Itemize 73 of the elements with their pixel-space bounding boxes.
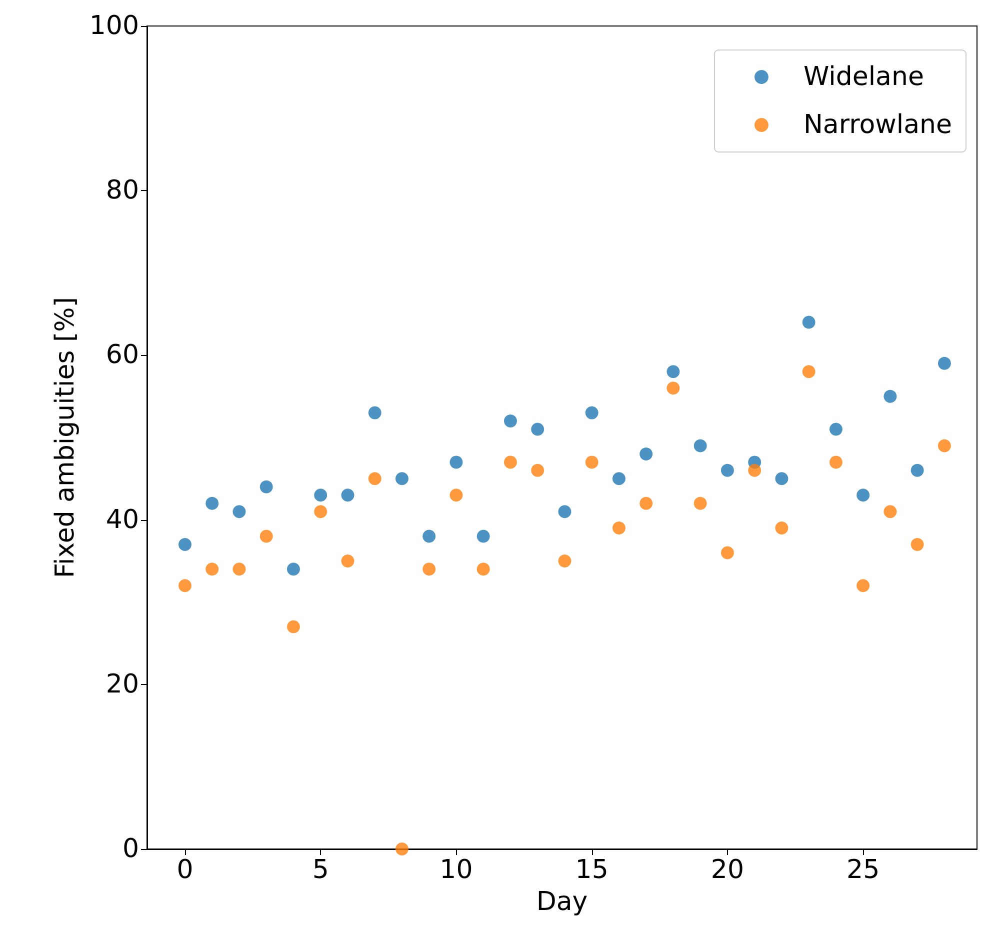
y-axis-title: Fixed ambiguities [%] [50,296,80,578]
point [884,505,897,518]
point [910,538,924,551]
point [884,390,897,403]
point [341,554,354,568]
x-tick-label: 20 [710,855,744,885]
y-tick-label: 20 [106,669,139,700]
point [476,530,490,543]
x-axis-title: Day [536,887,588,917]
point [314,488,328,502]
point [802,365,816,378]
x-tick-label: 25 [846,855,880,885]
point [422,530,436,543]
point [775,472,788,486]
y-tick-label: 80 [106,176,139,206]
x-tick-label: 0 [176,855,194,885]
point [585,456,598,469]
point [368,472,382,486]
point [802,316,816,329]
x-tick-label: 5 [312,855,329,885]
point [260,480,273,494]
point [748,464,762,477]
y-tick-label: 0 [122,834,139,864]
point [666,365,680,378]
point [232,505,246,518]
point [206,562,219,576]
point [694,439,707,452]
point [504,414,517,428]
point [260,530,273,543]
point [341,488,354,502]
point [368,406,382,420]
point [286,620,300,634]
point [178,579,192,592]
point [775,522,788,535]
point [856,579,870,592]
point [531,464,544,477]
point [856,488,870,502]
point [666,382,680,395]
point [178,538,192,551]
x-tick-label: 10 [440,855,473,885]
point [395,842,408,856]
point [720,464,734,477]
x-tick-label: 15 [575,855,608,885]
y-tick-label: 100 [89,11,139,41]
point [910,464,924,477]
point [206,496,219,510]
point [558,505,572,518]
point [585,406,598,420]
point [476,562,490,576]
point [612,522,626,535]
point [232,562,246,576]
point [395,472,408,486]
point [938,356,951,370]
point [938,439,951,452]
point [450,456,463,469]
point [612,472,626,486]
legend-label: Widelane [803,62,924,92]
point [829,456,842,469]
y-tick-label: 40 [106,504,139,535]
point [720,546,734,560]
point [450,488,463,502]
point [314,505,328,518]
point [558,554,572,568]
point [422,562,436,576]
point [829,422,842,436]
y-tick-label: 60 [106,340,139,370]
point [286,562,300,576]
point [694,496,707,510]
point [504,456,517,469]
legend-label: Narrowlane [803,110,952,140]
point [640,447,653,460]
point [640,496,653,510]
point [531,422,544,436]
